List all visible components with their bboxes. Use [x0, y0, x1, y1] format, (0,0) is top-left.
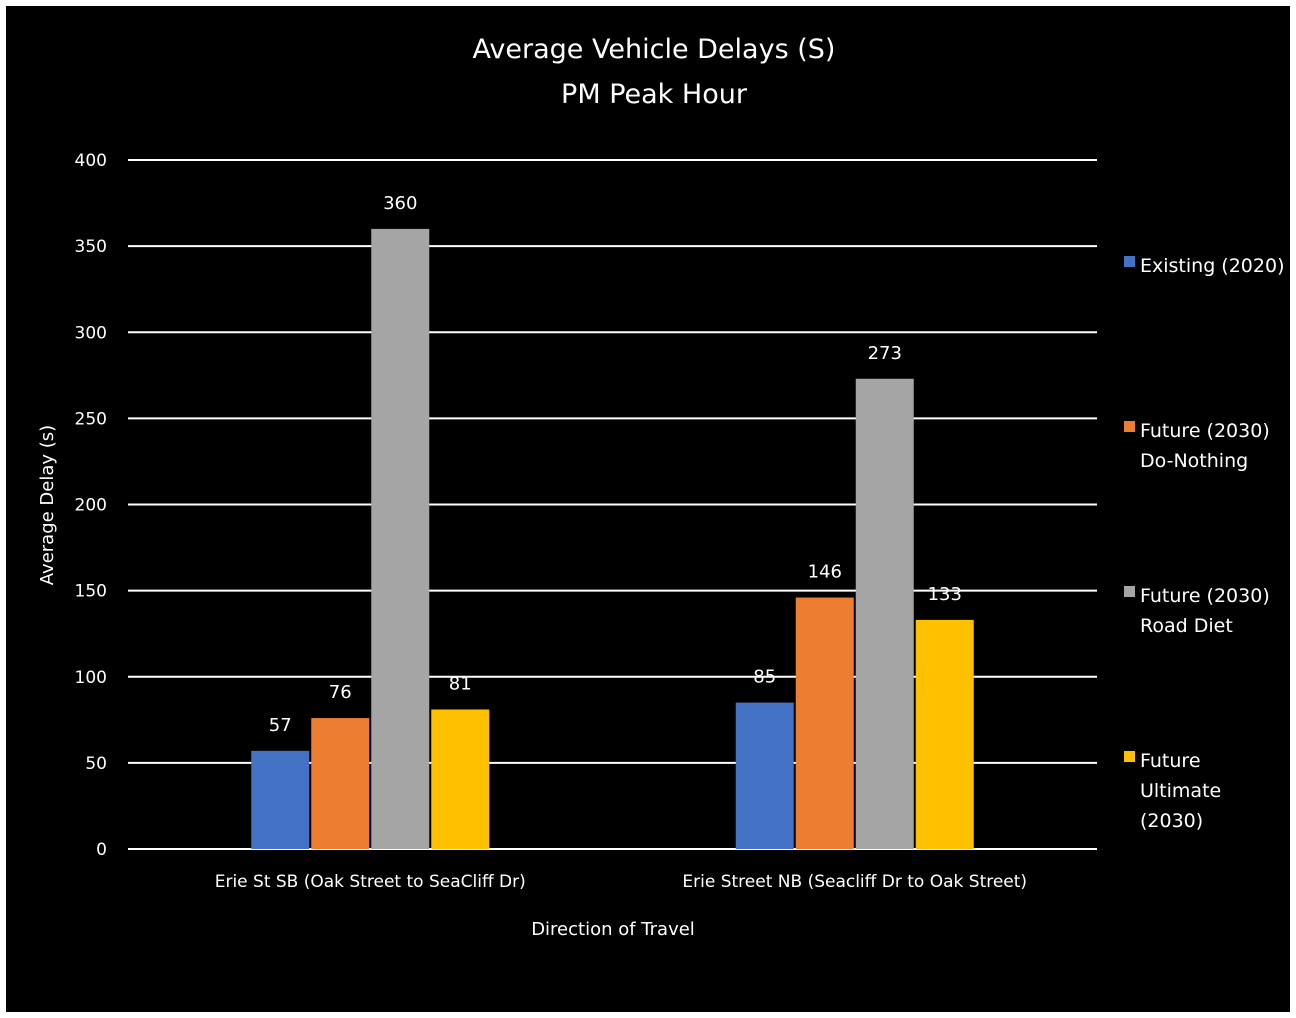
- x-tick-label: Erie St SB (Oak Street to SeaCliff Dr): [215, 872, 526, 892]
- y-tick-label: 250: [75, 409, 107, 429]
- bars: [251, 228, 974, 849]
- legend-swatch: [1124, 586, 1135, 597]
- legend-label: Future (2030): [1140, 420, 1270, 442]
- bar-4-2: [915, 619, 974, 849]
- bar-3-1: [371, 228, 430, 849]
- y-tick-label: 150: [75, 582, 107, 602]
- data-label: 273: [868, 343, 902, 364]
- bar-2-2: [795, 597, 854, 849]
- legend-label: Future: [1140, 750, 1201, 772]
- legend-swatch: [1124, 256, 1135, 267]
- chart-title-line-2: PM Peak Hour: [561, 79, 748, 110]
- chart-title: Average Vehicle Delays (S) PM Peak Hour: [473, 34, 836, 110]
- data-label: 85: [753, 667, 776, 688]
- data-label: 146: [808, 562, 842, 583]
- bar-3-2: [855, 378, 914, 849]
- x-axis-ticks: Erie St SB (Oak Street to SeaCliff Dr) Er…: [215, 872, 1027, 892]
- legend-label: Road Diet: [1140, 615, 1233, 637]
- chart-title-line-1: Average Vehicle Delays (S): [473, 34, 836, 65]
- x-axis-title: Direction of Travel: [531, 919, 695, 940]
- bar-1-2: [735, 702, 794, 849]
- y-tick-label: 400: [75, 151, 107, 171]
- bar-2-1: [311, 718, 370, 849]
- y-tick-label: 0: [96, 840, 107, 860]
- y-tick-label: 200: [75, 496, 107, 516]
- x-tick-label: Erie Street NB (Seacliff Dr to Oak Stree…: [682, 872, 1027, 892]
- y-tick-label: 100: [75, 668, 107, 688]
- data-labels: 57 76 360 81 85 146 273 133: [269, 193, 962, 736]
- y-tick-label: 50: [85, 754, 107, 774]
- legend-label: Ultimate: [1140, 780, 1221, 802]
- legend-label: Existing (2020): [1140, 255, 1284, 277]
- data-label: 57: [269, 715, 292, 736]
- y-axis-ticks: 0 50 100 150 200 250 300 350 400: [75, 151, 107, 860]
- data-label: 76: [329, 682, 352, 703]
- bar-4-1: [431, 709, 490, 849]
- y-tick-label: 300: [75, 323, 107, 343]
- bar-1-1: [251, 750, 310, 849]
- data-label: 360: [383, 193, 417, 214]
- legend-label: Do-Nothing: [1140, 450, 1248, 472]
- chart-background: [6, 6, 1290, 1012]
- legend: Existing (2020) Future (2030) Do-Nothing Fu…: [1124, 255, 1284, 832]
- data-label: 81: [449, 673, 472, 694]
- legend-swatch: [1124, 751, 1135, 762]
- y-axis-title: Average Delay (s): [37, 425, 58, 585]
- data-label: 133: [928, 584, 962, 605]
- legend-label: Future (2030): [1140, 585, 1270, 607]
- legend-label: (2030): [1140, 810, 1203, 832]
- legend-swatch: [1124, 421, 1135, 432]
- y-tick-label: 350: [75, 237, 107, 257]
